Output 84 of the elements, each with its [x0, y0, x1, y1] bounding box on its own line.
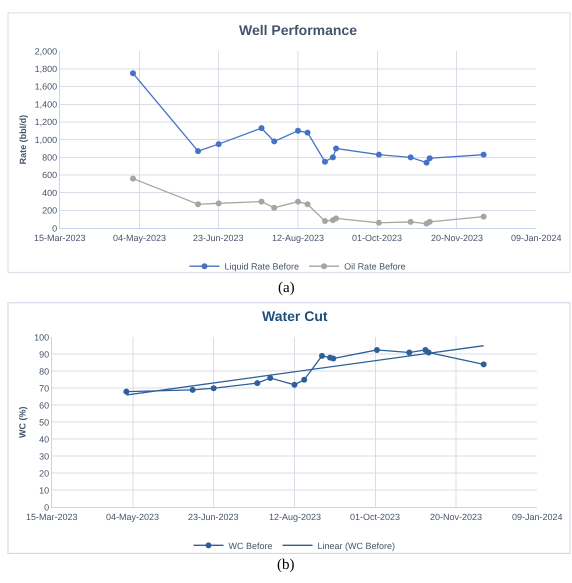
- point: [301, 376, 308, 383]
- point: [258, 125, 265, 132]
- y-tick-label: 10: [39, 485, 50, 496]
- x-tick-label: 09-Jan-2024: [512, 512, 563, 522]
- point: [318, 352, 325, 359]
- legend-label: Liquid Rate Before: [224, 262, 300, 272]
- point: [130, 70, 136, 76]
- point: [304, 201, 311, 208]
- y-tick-label: 1,600: [34, 82, 58, 92]
- x-tick-label: 15-Mar-2023: [26, 512, 78, 522]
- x-tick-label: 23-Jun-2023: [188, 512, 239, 522]
- point: [271, 204, 278, 211]
- point: [374, 346, 380, 353]
- y-tick-label: 80: [39, 366, 50, 376]
- y-tick-label: 0: [52, 223, 58, 234]
- y-tick-label: 1,000: [34, 134, 58, 145]
- point: [330, 154, 336, 160]
- y-tick-label: 60: [39, 400, 50, 410]
- y-tick-label: 20: [39, 468, 50, 478]
- point: [376, 152, 382, 158]
- chart-title: Water Cut: [262, 308, 328, 324]
- point: [322, 218, 328, 224]
- x-tick-label: 01-Oct-2023: [350, 512, 400, 522]
- x-tick-label: 12-Aug-2023: [272, 233, 324, 243]
- point: [295, 198, 301, 205]
- point: [190, 386, 196, 393]
- point: [408, 154, 414, 160]
- point: [406, 350, 412, 356]
- text: (b): [277, 557, 294, 573]
- point: [195, 201, 202, 208]
- point: [408, 218, 414, 225]
- y-tick-label: 70: [39, 383, 50, 394]
- point: [271, 138, 278, 144]
- point: [195, 148, 202, 154]
- point: [130, 176, 136, 182]
- y-tick-label: 100: [34, 332, 50, 342]
- x-tick-label: 15-Mar-2023: [34, 233, 86, 243]
- y-tick-label: 2,000: [34, 46, 58, 56]
- point: [426, 155, 433, 162]
- x-tick-label: 01-Oct-2023: [352, 233, 402, 243]
- legend-label: Oil Rate Before: [344, 262, 406, 272]
- y-tick-label: 0: [44, 502, 50, 512]
- point: [123, 388, 130, 395]
- point: [292, 382, 298, 388]
- point: [424, 160, 430, 166]
- point: [254, 380, 260, 386]
- y-tick-label: 1,400: [34, 99, 58, 110]
- point: [376, 220, 382, 226]
- x-tick-label: 12-Aug-2023: [269, 512, 322, 522]
- y-tick-label: 1,800: [34, 64, 58, 74]
- y-tick-label: 800: [42, 152, 58, 162]
- y-tick-label: 600: [42, 170, 58, 180]
- y-tick-label: 200: [42, 206, 58, 216]
- x-tick-label: 04-May-2023: [113, 233, 166, 243]
- legend-label: WC Before: [228, 540, 273, 551]
- point: [480, 152, 487, 158]
- point: [480, 214, 487, 220]
- text: (a): [278, 280, 295, 296]
- x-tick-label: 09-Jan-2024: [511, 233, 562, 243]
- y-axis-title: WC (%): [18, 406, 28, 438]
- x-tick-label: 23-Jun-2023: [193, 233, 244, 243]
- x-tick-label: 20-Nov-2023: [430, 512, 482, 522]
- x-tick-label: 04-May-2023: [106, 512, 160, 522]
- point: [295, 128, 301, 134]
- point: [258, 198, 265, 205]
- x-tick-label: 20-Nov-2023: [431, 233, 484, 243]
- point: [480, 361, 487, 368]
- point: [210, 385, 217, 392]
- y-tick-label: 50: [39, 417, 50, 428]
- y-tick-label: 30: [39, 451, 50, 462]
- point: [426, 218, 433, 225]
- y-tick-label: 1,200: [34, 117, 58, 128]
- y-tick-label: 400: [42, 188, 58, 198]
- point: [216, 141, 222, 148]
- point: [216, 200, 222, 206]
- y-axis-title: Rate (bbl/d): [18, 114, 28, 164]
- point: [333, 145, 340, 152]
- legend-label: Linear (WC Before): [318, 540, 396, 551]
- y-tick-label: 40: [39, 434, 50, 444]
- chart-title: Well Performance: [239, 22, 358, 38]
- point: [322, 158, 328, 165]
- y-tick-label: 90: [39, 349, 50, 360]
- point: [333, 215, 340, 222]
- point: [304, 130, 311, 136]
